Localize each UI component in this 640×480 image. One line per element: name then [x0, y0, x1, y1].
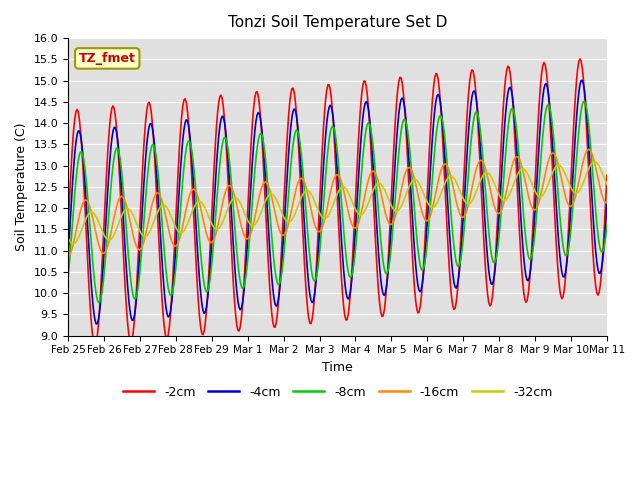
Line: -2cm: -2cm [68, 59, 607, 346]
-16cm [64, 254, 72, 260]
Line: -32cm: -32cm [68, 162, 607, 244]
-4cm [461, 182, 469, 188]
-32cm [367, 193, 374, 199]
-2cm [292, 110, 300, 116]
-8cm [393, 178, 401, 184]
-16cm [365, 173, 373, 179]
-2cm [64, 227, 72, 232]
-8cm [555, 197, 563, 203]
-16cm [291, 189, 299, 195]
-32cm [70, 241, 77, 247]
-2cm [367, 141, 374, 147]
Line: -16cm: -16cm [68, 149, 607, 257]
-16cm [232, 197, 239, 203]
-4cm [367, 127, 374, 133]
-16cm [554, 159, 561, 165]
-2cm [461, 147, 469, 153]
-8cm [292, 127, 300, 133]
Legend: -2cm, -4cm, -8cm, -16cm, -32cm: -2cm, -4cm, -8cm, -16cm, -32cm [118, 381, 557, 404]
-16cm [585, 146, 593, 152]
Y-axis label: Soil Temperature (C): Soil Temperature (C) [15, 122, 28, 251]
-4cm [603, 201, 611, 207]
-2cm [555, 275, 563, 281]
-8cm [233, 249, 241, 254]
X-axis label: Time: Time [322, 361, 353, 374]
Title: Tonzi Soil Temperature Set D: Tonzi Soil Temperature Set D [228, 15, 447, 30]
-8cm [367, 125, 374, 131]
-32cm [292, 207, 300, 213]
-8cm [64, 276, 72, 282]
-8cm [603, 222, 611, 228]
-8cm [580, 98, 588, 104]
-16cm [460, 214, 468, 219]
-4cm [555, 238, 563, 243]
-4cm [233, 288, 241, 294]
-32cm [555, 162, 563, 168]
-32cm [233, 195, 241, 201]
Line: -4cm: -4cm [68, 80, 607, 324]
-2cm [91, 343, 99, 348]
-2cm [576, 56, 584, 62]
-32cm [64, 235, 72, 241]
-32cm [393, 208, 401, 214]
Text: TZ_fmet: TZ_fmet [79, 52, 136, 65]
-32cm [603, 181, 611, 187]
-4cm [64, 255, 72, 261]
-4cm [92, 321, 100, 327]
-2cm [603, 172, 611, 178]
-8cm [461, 214, 469, 219]
-32cm [461, 199, 469, 204]
-32cm [591, 159, 598, 165]
-2cm [233, 322, 241, 328]
-4cm [292, 112, 300, 118]
-4cm [393, 138, 401, 144]
Line: -8cm: -8cm [68, 101, 607, 302]
-2cm [393, 100, 401, 106]
-4cm [579, 77, 586, 83]
-8cm [95, 300, 102, 305]
-16cm [392, 213, 399, 219]
-16cm [603, 200, 611, 205]
